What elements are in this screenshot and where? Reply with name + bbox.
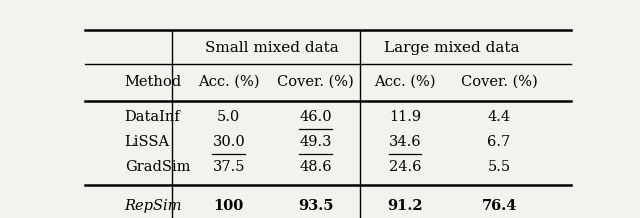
Text: 4.4: 4.4 (488, 110, 511, 124)
Text: 30.0: 30.0 (212, 135, 245, 149)
Text: Cover. (%): Cover. (%) (461, 75, 538, 89)
Text: 48.6: 48.6 (300, 160, 332, 174)
Text: 91.2: 91.2 (387, 199, 422, 213)
Text: 76.4: 76.4 (481, 199, 517, 213)
Text: 5.0: 5.0 (217, 110, 241, 124)
Text: 49.3: 49.3 (300, 135, 332, 149)
Text: Cover. (%): Cover. (%) (277, 75, 354, 89)
Text: 6.7: 6.7 (488, 135, 511, 149)
Text: DataInf: DataInf (125, 110, 180, 124)
Text: LiSSA: LiSSA (125, 135, 170, 149)
Text: Acc. (%): Acc. (%) (374, 75, 436, 89)
Text: 46.0: 46.0 (300, 110, 332, 124)
Text: 11.9: 11.9 (389, 110, 421, 124)
Text: Method: Method (125, 75, 182, 89)
Text: 93.5: 93.5 (298, 199, 333, 213)
Text: 100: 100 (214, 199, 244, 213)
Text: Acc. (%): Acc. (%) (198, 75, 260, 89)
Text: Small mixed data: Small mixed data (205, 41, 339, 55)
Text: 5.5: 5.5 (488, 160, 511, 174)
Text: 24.6: 24.6 (388, 160, 421, 174)
Text: 37.5: 37.5 (212, 160, 245, 174)
Text: 34.6: 34.6 (388, 135, 421, 149)
Text: GradSim: GradSim (125, 160, 190, 174)
Text: RepSim: RepSim (125, 199, 182, 213)
Text: Large mixed data: Large mixed data (384, 41, 520, 55)
